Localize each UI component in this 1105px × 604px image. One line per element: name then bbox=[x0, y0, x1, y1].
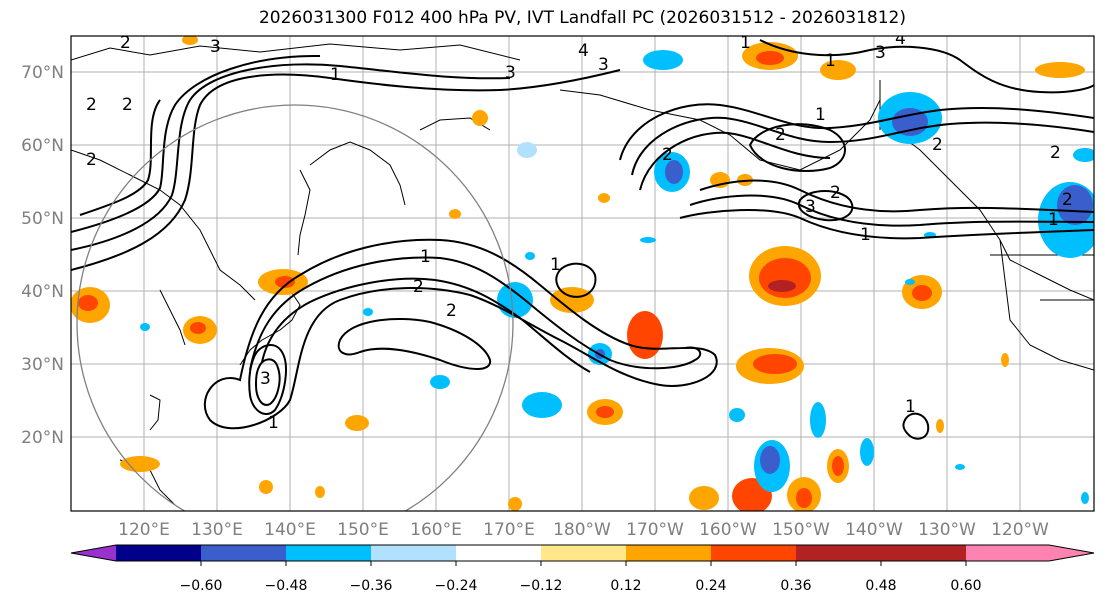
lon-label: 160°W bbox=[699, 520, 757, 540]
contour-label: 2 bbox=[446, 301, 457, 321]
colorbar-tick: 0.12 bbox=[610, 578, 641, 594]
colorbar-segment bbox=[201, 545, 286, 561]
colorbar-extend-min bbox=[71, 545, 116, 561]
contour-label: 1 bbox=[550, 255, 561, 275]
contour-label: 2 bbox=[1062, 190, 1073, 210]
colorbar-segment bbox=[456, 545, 541, 561]
colorbar-tick: −0.24 bbox=[435, 578, 478, 594]
contour-label: 1 bbox=[330, 65, 341, 85]
colorbar: −0.60 −0.48 −0.36 −0.24 −0.12 0.12 0.24 … bbox=[70, 544, 1095, 594]
colorbar-segment bbox=[286, 545, 371, 561]
longitude-labels: 120°E 130°E 140°E 150°E 160°E 170°E 180°… bbox=[118, 520, 1049, 540]
contour-label: 3 bbox=[505, 63, 516, 83]
lon-label: 130°W bbox=[918, 520, 976, 540]
colorbar-segment bbox=[371, 545, 456, 561]
contour-label: 1 bbox=[740, 33, 751, 53]
lon-label: 150°W bbox=[772, 520, 830, 540]
lon-label: 120°W bbox=[991, 520, 1049, 540]
contour-label: 2 bbox=[775, 125, 786, 145]
lat-label: 20°N bbox=[21, 428, 64, 448]
contour-label: 1 bbox=[815, 105, 826, 125]
graticule bbox=[71, 36, 1094, 511]
lon-label: 140°E bbox=[264, 520, 316, 540]
colorbar-extend-max bbox=[966, 545, 1094, 561]
contour-label: 1 bbox=[1048, 210, 1059, 230]
contour-label: 2 bbox=[122, 95, 133, 115]
lat-label: 50°N bbox=[21, 209, 64, 229]
contour-label: 1 bbox=[420, 247, 431, 267]
colorbar-segment bbox=[626, 545, 711, 561]
contour-label: 1 bbox=[268, 413, 279, 433]
contour-label: 2 bbox=[86, 95, 97, 115]
contour-label: 2 bbox=[830, 183, 841, 203]
contour-label: 2 bbox=[413, 277, 424, 297]
contour-label: 2 bbox=[932, 135, 943, 155]
colorbar-tick: −0.36 bbox=[350, 578, 393, 594]
colorbar-segment bbox=[541, 545, 626, 561]
lat-label: 40°N bbox=[21, 282, 64, 302]
contour-label: 2 bbox=[662, 145, 673, 165]
colorbar-segment bbox=[116, 545, 201, 561]
contour-label: 3 bbox=[210, 37, 221, 57]
colorbar-tick: 0.36 bbox=[780, 578, 811, 594]
contour-label: 3 bbox=[875, 43, 886, 63]
lon-label: 180°W bbox=[553, 520, 611, 540]
contour-label: 3 bbox=[260, 369, 271, 389]
contour-label: 2 bbox=[86, 150, 97, 170]
contour-label: 1 bbox=[825, 51, 836, 71]
lon-label: 170°E bbox=[483, 520, 535, 540]
lon-label: 130°E bbox=[191, 520, 243, 540]
lon-label: 170°W bbox=[626, 520, 684, 540]
lon-label: 120°E bbox=[118, 520, 170, 540]
latitude-labels: 70°N 60°N 50°N 40°N 30°N 20°N bbox=[21, 63, 64, 448]
pv-negative-shading bbox=[140, 50, 1094, 504]
lon-label: 140°W bbox=[845, 520, 903, 540]
contour-label: 4 bbox=[895, 29, 906, 49]
contour-label: 3 bbox=[805, 197, 816, 217]
contour-label: 1 bbox=[905, 397, 916, 417]
lon-label: 160°E bbox=[410, 520, 462, 540]
lat-label: 30°N bbox=[21, 355, 64, 375]
contour-label: 3 bbox=[598, 55, 609, 75]
contour-labels: 2 2 2 2 3 1 1 2 2 3 1 1 2 1 2 2 3 1 2 2 … bbox=[86, 29, 1073, 433]
colorbar-segment bbox=[711, 545, 796, 561]
ivt-contours bbox=[71, 39, 1094, 440]
colorbar-segment bbox=[881, 545, 966, 561]
lat-label: 60°N bbox=[21, 136, 64, 156]
lon-label: 150°E bbox=[337, 520, 389, 540]
contour-label: 2 bbox=[120, 33, 131, 53]
radius-circle bbox=[76, 104, 514, 511]
colorbar-tick: −0.48 bbox=[265, 578, 308, 594]
map-title: 2026031300 F012 400 hPa PV, IVT Landfall… bbox=[258, 8, 906, 28]
contour-label: 4 bbox=[578, 41, 589, 61]
colorbar-tick: 0.60 bbox=[950, 578, 981, 594]
colorbar-segment bbox=[796, 545, 881, 561]
lat-label: 70°N bbox=[21, 63, 64, 83]
pv-positive-shading bbox=[71, 36, 1085, 511]
colorbar-tick: 0.48 bbox=[865, 578, 896, 594]
colorbar-outline bbox=[70, 544, 1095, 562]
colorbar-tick: −0.60 bbox=[180, 578, 223, 594]
colorbar-tick: 0.24 bbox=[695, 578, 726, 594]
colorbar-tick: −0.12 bbox=[520, 578, 563, 594]
contour-label: 1 bbox=[860, 225, 871, 245]
map-frame bbox=[70, 35, 1095, 512]
contour-label: 2 bbox=[1050, 143, 1061, 163]
